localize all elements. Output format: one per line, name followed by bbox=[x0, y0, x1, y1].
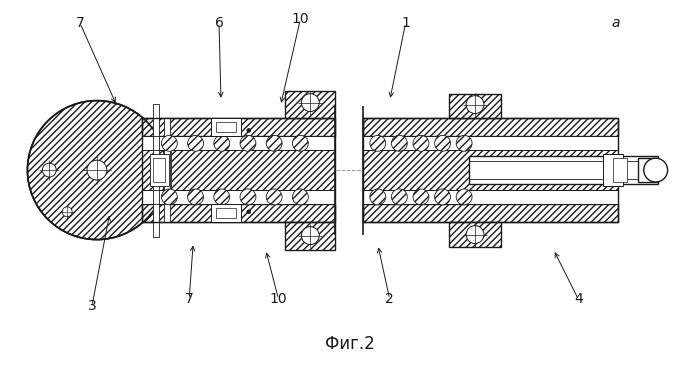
Bar bbox=[171, 150, 335, 190]
Circle shape bbox=[370, 189, 386, 205]
Text: 3: 3 bbox=[87, 299, 96, 313]
Circle shape bbox=[240, 135, 256, 151]
Text: 1: 1 bbox=[401, 16, 410, 30]
Circle shape bbox=[214, 135, 230, 151]
Circle shape bbox=[413, 135, 429, 151]
Bar bbox=[216, 123, 236, 132]
Bar bbox=[363, 150, 618, 190]
Circle shape bbox=[266, 135, 282, 151]
Bar bbox=[154, 118, 159, 222]
Bar bbox=[216, 208, 236, 218]
Circle shape bbox=[292, 189, 308, 205]
Circle shape bbox=[161, 189, 178, 205]
Bar bbox=[150, 154, 169, 186]
Text: 2: 2 bbox=[385, 292, 394, 306]
Circle shape bbox=[391, 135, 408, 151]
Bar bbox=[363, 204, 618, 222]
Circle shape bbox=[301, 94, 319, 112]
Text: 4: 4 bbox=[574, 292, 583, 306]
Text: 10: 10 bbox=[291, 12, 309, 26]
Circle shape bbox=[43, 163, 56, 177]
Circle shape bbox=[292, 135, 308, 151]
Bar bbox=[211, 118, 241, 137]
Circle shape bbox=[266, 189, 282, 205]
Circle shape bbox=[214, 189, 230, 205]
Text: 10: 10 bbox=[270, 292, 287, 306]
Circle shape bbox=[644, 158, 668, 182]
Circle shape bbox=[301, 227, 319, 245]
Circle shape bbox=[87, 160, 107, 180]
Circle shape bbox=[413, 189, 429, 205]
Circle shape bbox=[466, 226, 484, 244]
Text: a: a bbox=[612, 16, 620, 30]
Circle shape bbox=[161, 135, 178, 151]
Circle shape bbox=[62, 207, 72, 217]
Circle shape bbox=[240, 189, 256, 205]
Circle shape bbox=[391, 189, 408, 205]
Text: 6: 6 bbox=[215, 16, 224, 30]
Bar bbox=[363, 190, 618, 204]
Circle shape bbox=[187, 189, 203, 205]
Bar bbox=[363, 137, 618, 150]
Circle shape bbox=[435, 189, 450, 205]
Text: 7: 7 bbox=[185, 292, 194, 306]
Circle shape bbox=[247, 210, 251, 214]
Bar bbox=[469, 156, 658, 184]
Bar bbox=[142, 137, 335, 150]
Bar bbox=[164, 118, 171, 222]
Bar bbox=[363, 118, 618, 137]
Circle shape bbox=[435, 135, 450, 151]
Bar bbox=[142, 190, 335, 204]
Bar bbox=[449, 94, 501, 118]
Circle shape bbox=[187, 135, 203, 151]
Text: Фиг.2: Фиг.2 bbox=[325, 335, 375, 353]
Circle shape bbox=[370, 135, 386, 151]
Bar bbox=[211, 204, 241, 222]
Circle shape bbox=[456, 189, 472, 205]
Circle shape bbox=[466, 96, 484, 114]
Bar bbox=[603, 154, 623, 186]
Text: 7: 7 bbox=[75, 16, 85, 30]
Bar bbox=[154, 222, 159, 237]
Circle shape bbox=[456, 135, 472, 151]
Bar bbox=[613, 158, 627, 182]
Bar bbox=[142, 204, 335, 222]
Bar bbox=[637, 158, 658, 182]
Circle shape bbox=[247, 128, 251, 132]
Bar bbox=[285, 222, 335, 250]
Bar bbox=[154, 158, 166, 182]
Circle shape bbox=[27, 100, 166, 240]
Bar bbox=[449, 222, 501, 247]
Bar bbox=[285, 91, 335, 118]
Bar bbox=[154, 104, 159, 118]
Bar bbox=[142, 118, 335, 137]
